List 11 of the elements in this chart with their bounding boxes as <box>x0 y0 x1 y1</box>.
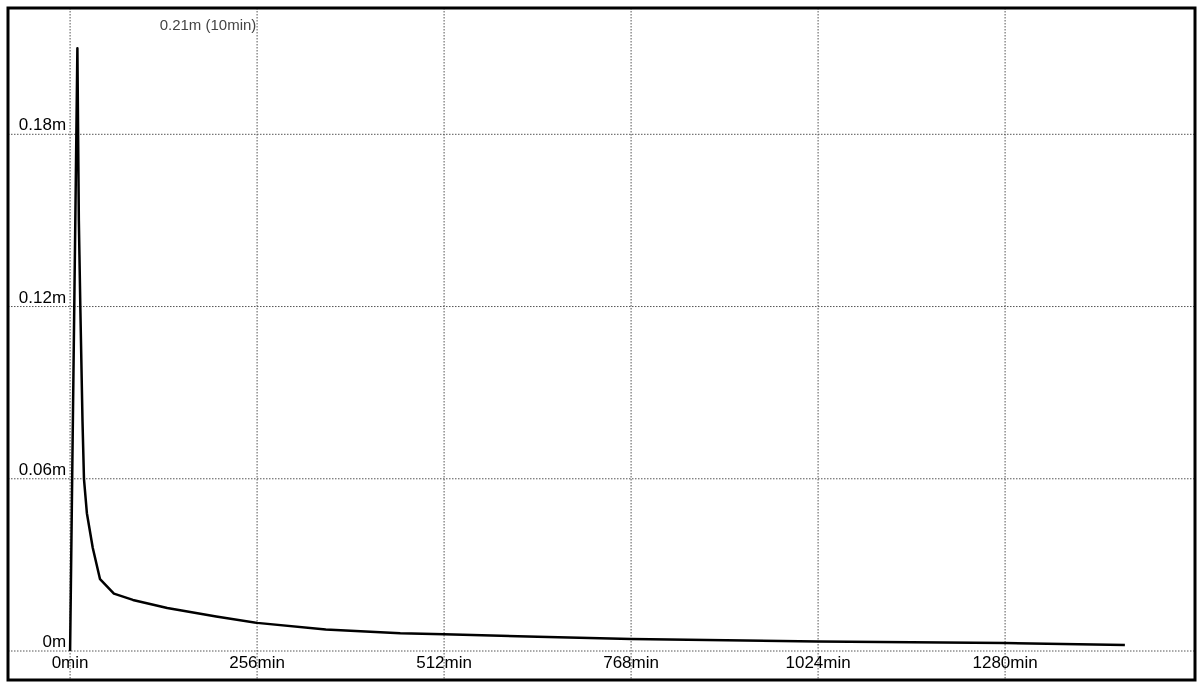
x-tick-label: 0min <box>51 653 89 672</box>
x-tick-label: 512min <box>416 653 472 672</box>
y-tick-label: 0.06m <box>18 459 67 479</box>
y-tick-label: 0.18m <box>18 115 67 135</box>
annotation: 0.21m (10min) <box>159 16 257 33</box>
y-tick-label: 0m <box>42 632 67 652</box>
x-tick-label: 1280min <box>972 653 1038 672</box>
y-tick-label: 0.12m <box>18 287 67 307</box>
x-tick-label: 768min <box>603 653 659 672</box>
x-tick-label: 1024min <box>785 653 851 672</box>
x-tick-label: 256min <box>229 653 285 672</box>
